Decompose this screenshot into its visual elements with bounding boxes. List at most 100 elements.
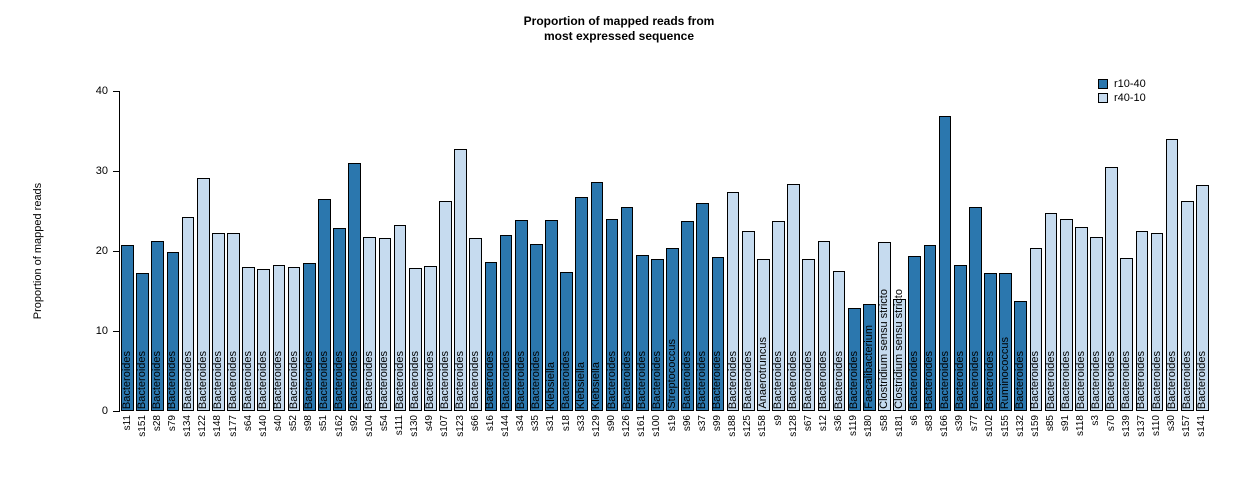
bar-taxon-label: Bacteroides [1120,350,1133,409]
bar-taxon-label: Bacteroides [121,350,134,409]
chart-title-line1: Proportion of mapped reads from [523,14,715,28]
x-tick-label: s58 [878,415,890,432]
chart-title-line2: most expressed sequence [543,29,695,43]
x-tick-label: s132 [1014,415,1026,437]
bar-taxon-label: Klebsiella [575,361,588,409]
bar-taxon-label: Bacteroides [1074,350,1087,409]
bar-s77 [968,207,982,411]
bar-taxon-label: Bacteroides [1105,350,1118,409]
x-tick-label: s12 [817,415,829,432]
bar-s70 [1105,167,1118,411]
bar-s180 [863,303,876,411]
bar-s155 [999,273,1012,411]
x-tick-label: s177 [227,415,239,437]
y-tick [113,170,120,172]
x-tick-label: s35 [530,415,542,432]
bar-s91 [1059,219,1073,411]
x-tick-label: s98 [303,415,315,432]
bar-s134 [181,217,195,411]
bar-s100 [651,259,664,411]
x-tick-label: s66 [469,415,481,432]
bar-s140 [257,268,271,411]
bar-taxon-label: Bacteroides [317,350,330,409]
x-tick-label: s90 [606,415,617,432]
x-tick-label: s148 [212,415,224,437]
x-tick-label: s33 [575,415,587,432]
legend-item-r40-10: r40-10 [1098,92,1146,104]
bar-taxon-label: Bacteroides [787,350,800,409]
bar-s126 [620,207,634,411]
x-tick-label: s40 [272,415,284,432]
x-tick-label: s104 [363,415,375,437]
x-tick-label: s159 [1029,415,1041,437]
bar-s79 [166,251,180,411]
x-tick-label: s96 [681,415,693,432]
bar-s107 [439,201,452,411]
bar-s122 [196,178,210,411]
x-tick-label: s134 [182,415,194,437]
y-axis-title: Proportion of mapped reads [32,182,44,320]
legend-label-r40-10: r40-10 [1114,92,1146,104]
bar-s139 [1120,258,1134,411]
bar-taxon-label: Bacteroides [741,350,754,409]
x-tick-label: s85 [1045,415,1057,432]
bar-taxon-label: Bacteroides [151,350,164,409]
x-tick-label: s166 [939,415,951,437]
bar-s96 [681,220,695,411]
bar-s9 [772,220,785,411]
bar-s18 [560,271,573,411]
bar-taxon-label: Bacteroides [696,350,709,409]
bar-taxon-label: Bacteroides [560,350,573,409]
bar-s35 [529,243,543,411]
bar-taxon-label: Bacteroides [272,350,285,409]
bar-taxon-label: Bacteroides [802,350,815,409]
bar-s92 [348,163,361,411]
x-tick-label: s110 [1151,415,1162,436]
y-tick-label: 10 [95,325,108,337]
bar-s98 [302,263,316,411]
bar-taxon-label: Bacteroides [1195,350,1208,409]
bar-taxon-label: Bacteroides [908,350,921,409]
x-tick-label: s180 [863,415,875,437]
bar-s161 [635,255,649,411]
bar-taxon-label: Bacteroides [726,350,739,409]
x-tick-label: s181 [893,415,905,437]
bar-taxon-label: Bacteroides [847,350,860,409]
bar-taxon-label: Bacteroides [1029,350,1042,409]
bar-taxon-label: Bacteroides [242,350,255,409]
bar-taxon-label: Bacteroides [1044,350,1057,409]
x-tick-label: s118 [1075,415,1087,436]
x-tick-label: s123 [454,415,466,437]
bar-taxon-label: Bacteroides [363,350,376,409]
bar-taxon-label: Bacteroides [408,350,421,409]
bar-s144 [499,235,513,411]
bar-taxon-label: Bacteroides [499,350,512,409]
bar-s3 [1090,236,1103,411]
bar-s166 [938,115,952,411]
x-tick-label: s188 [727,415,739,437]
y-axis-line [119,91,120,412]
x-tick-label: s36 [833,415,845,432]
x-tick-label: s161 [636,415,648,437]
bar-s37 [696,203,710,411]
bar-taxon-label: Bacteroides [166,350,179,409]
chart-title: Proportion of mapped reads from most exp… [0,14,1238,44]
bar-s158 [757,259,770,411]
x-tick-label: s140 [257,415,269,437]
x-tick-label: s79 [166,415,178,432]
bar-taxon-label: Bacteroides [1014,350,1027,409]
x-tick-label: s155 [999,415,1011,437]
x-tick-label: s18 [560,415,572,432]
bar-taxon-label: Streptococcus [666,339,679,409]
x-tick-label: s9 [772,415,784,426]
bar-s19 [666,247,679,411]
x-tick-label: s39 [954,415,966,432]
bar-s141 [1196,184,1209,411]
bar-taxon-label: Bacteroides [378,350,391,409]
x-tick-label: s49 [424,415,436,432]
bar-s66 [469,238,483,411]
x-tick-label: s92 [348,415,360,432]
bar-taxon-label: Bacteroides [1135,350,1148,409]
bar-s104 [363,236,377,411]
x-tick-label: s34 [515,415,527,432]
